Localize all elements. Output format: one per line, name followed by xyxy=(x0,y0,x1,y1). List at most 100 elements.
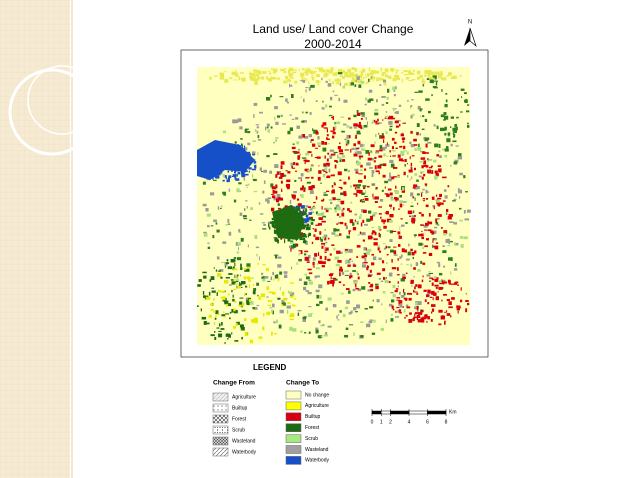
map-patch xyxy=(393,250,397,255)
map-patch xyxy=(384,186,386,189)
map-patch xyxy=(362,125,364,129)
map-patch xyxy=(343,181,347,185)
map-patch xyxy=(375,77,378,79)
map-patch xyxy=(426,294,429,298)
map-patch xyxy=(459,172,463,176)
map-patch xyxy=(423,173,426,177)
map-patch xyxy=(359,156,361,160)
map-patch xyxy=(337,154,339,159)
map-patch xyxy=(270,94,272,98)
map-patch xyxy=(387,246,391,249)
map-patch xyxy=(305,212,307,215)
map-patch xyxy=(344,260,348,264)
map-patch xyxy=(339,82,342,86)
map-patch xyxy=(267,280,271,282)
map-patch xyxy=(352,71,354,76)
map-patch xyxy=(336,198,341,200)
map-patch xyxy=(363,255,367,258)
legend-swatch xyxy=(212,447,229,457)
map-patch xyxy=(381,260,385,264)
map-patch xyxy=(448,214,453,217)
map-patch xyxy=(321,69,325,73)
map-patch xyxy=(228,188,231,192)
map-patch xyxy=(360,74,363,76)
map-patch xyxy=(349,126,353,129)
map-patch xyxy=(371,214,376,217)
map-patch xyxy=(382,219,386,223)
map-patch xyxy=(198,279,202,282)
map-patch xyxy=(356,76,360,80)
map-patch xyxy=(445,99,448,103)
map-patch xyxy=(342,314,346,318)
map-patch xyxy=(440,315,445,320)
map-patch xyxy=(223,193,226,196)
map-patch xyxy=(440,71,443,73)
map-patch xyxy=(301,76,304,81)
map-patch xyxy=(310,219,315,222)
map-patch xyxy=(368,78,370,82)
map-patch xyxy=(353,332,355,336)
map-patch xyxy=(388,303,393,307)
map-patch xyxy=(342,76,344,79)
map-patch xyxy=(427,169,431,174)
map-patch xyxy=(332,115,334,120)
map-patch xyxy=(227,266,232,270)
map-patch xyxy=(280,114,283,117)
map-patch xyxy=(460,111,463,113)
map-patch xyxy=(387,75,392,79)
map-patch xyxy=(337,314,340,316)
map-patch xyxy=(350,185,352,188)
map-patch xyxy=(429,79,434,84)
map-patch xyxy=(364,257,367,262)
map-patch xyxy=(392,230,397,232)
map-patch xyxy=(413,210,415,214)
map-patch xyxy=(432,76,435,80)
map-patch xyxy=(275,137,279,139)
map-patch xyxy=(241,143,243,146)
map-patch xyxy=(411,99,414,101)
map-patch xyxy=(310,165,314,167)
map-patch xyxy=(399,145,403,148)
map-patch xyxy=(344,222,347,226)
map-patch xyxy=(360,335,364,338)
map-patch xyxy=(316,294,320,299)
map-patch xyxy=(234,176,237,180)
map-patch xyxy=(224,71,227,73)
map-patch xyxy=(314,157,319,158)
map-patch xyxy=(353,307,357,311)
map-patch xyxy=(293,197,296,200)
map-patch xyxy=(289,83,291,88)
map-patch xyxy=(223,311,225,314)
map-patch xyxy=(338,98,341,102)
map-patch xyxy=(398,300,403,304)
map-patch xyxy=(457,284,459,286)
map-patch xyxy=(325,209,329,213)
map-patch xyxy=(427,141,432,144)
map-patch xyxy=(207,246,211,249)
map-patch xyxy=(348,248,353,253)
map-patch xyxy=(345,225,348,230)
map-patch xyxy=(386,142,388,145)
map-patch xyxy=(227,219,230,223)
map-patch xyxy=(396,274,400,276)
map-patch xyxy=(207,242,210,244)
map-patch xyxy=(422,199,425,201)
map-patch xyxy=(383,153,386,157)
map-patch xyxy=(205,208,209,212)
map-patch xyxy=(211,287,215,289)
map-patch xyxy=(356,147,360,149)
map-patch xyxy=(385,277,387,279)
map-patch xyxy=(445,146,449,149)
map-patch xyxy=(386,262,388,264)
map-patch xyxy=(306,276,310,280)
map-patch xyxy=(375,187,378,189)
map-patch xyxy=(443,281,447,284)
map-patch xyxy=(277,256,282,259)
scale-label: 8 xyxy=(445,419,448,425)
map-patch xyxy=(313,234,316,237)
map-patch xyxy=(447,132,451,136)
map-patch xyxy=(355,171,359,174)
map-patch xyxy=(362,185,367,188)
map-patch xyxy=(353,153,358,157)
map-patch xyxy=(370,215,373,220)
